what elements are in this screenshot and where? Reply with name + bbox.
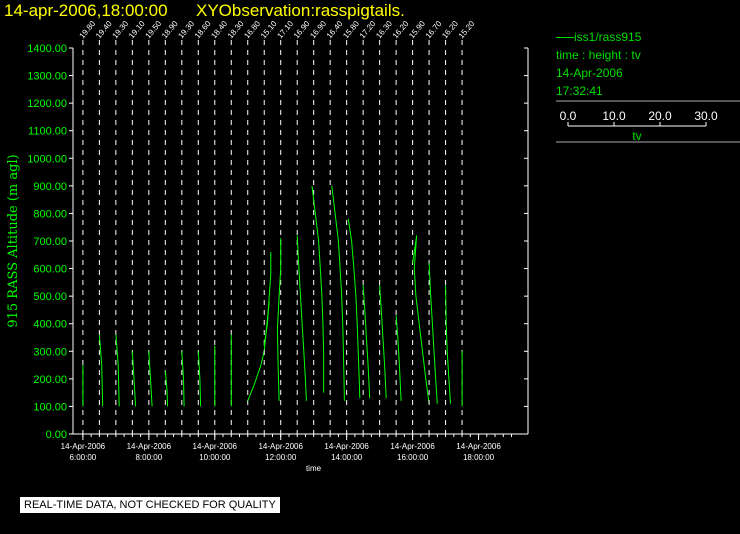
x-tick-time-label: 8:00:00 [135, 453, 162, 462]
y-tick-label: 0.00 [46, 429, 67, 441]
profile-label: 17.10 [275, 19, 295, 41]
profile-label: 15.10 [259, 19, 279, 41]
profile-label: 16.30 [374, 19, 394, 41]
profile-line [311, 185, 325, 393]
profile-label: 15.90 [407, 19, 427, 41]
profile-label: 19.10 [127, 19, 147, 41]
profile-label: 16.90 [308, 19, 328, 41]
profile-label: 16.90 [292, 19, 312, 41]
y-tick-label: 1300.00 [27, 71, 67, 83]
profile-line [276, 238, 282, 401]
y-tick-label: 500.00 [33, 291, 67, 303]
legend-time: 17:32:41 [556, 84, 603, 98]
legend-series-name: iss1/rass915 [574, 30, 642, 44]
title-bar: 14-apr-2006,18:00:00 XYObservation:rassp… [0, 0, 740, 24]
x-tick-date-label: 14-Apr-2006 [390, 442, 435, 451]
y-tick-label: 300.00 [33, 346, 67, 358]
y-tick-label: 700.00 [33, 236, 67, 248]
legend-scale-tick-3: 30.0 [694, 109, 718, 123]
legend-scale-tick-2: 20.0 [648, 109, 672, 123]
y-tick-label: 600.00 [33, 264, 67, 276]
x-tick-date-label: 14-Apr-2006 [127, 442, 172, 451]
y-tick-label: 400.00 [33, 319, 67, 331]
x-tick-time-label: 6:00:00 [70, 453, 97, 462]
x-tick-date-label: 14-Apr-2006 [193, 442, 238, 451]
x-tick-time-label: 18:00:00 [463, 453, 495, 462]
profile-line [115, 334, 120, 407]
profile-line [98, 334, 104, 407]
x-tick-date-label: 14-Apr-2006 [258, 442, 303, 451]
x-tick-time-label: 16:00:00 [397, 453, 429, 462]
y-tick-label: 1000.00 [27, 153, 67, 165]
header-title: XYObservation:rasspigtails. [196, 1, 405, 20]
profile-label: 19.80 [78, 19, 98, 41]
profile-line [412, 235, 430, 404]
x-axis-title: time [306, 464, 322, 473]
y-tick-label: 900.00 [33, 181, 67, 193]
x-tick-time-label: 14:00:00 [331, 453, 363, 462]
header-datetime: 14-apr-2006,18:00:00 [4, 1, 168, 20]
profile-line [395, 315, 402, 401]
x-tick-date-label: 14-Apr-2006 [324, 442, 369, 451]
x-tick-date-label: 14-Apr-2006 [61, 442, 106, 451]
profile-line [164, 370, 169, 407]
profile-line [331, 185, 345, 401]
y-tick-label: 100.00 [33, 401, 67, 413]
profile-line [296, 235, 307, 401]
profile-label: 19.40 [94, 19, 114, 41]
profile-label: 19.30 [176, 19, 196, 41]
profile-line [131, 351, 137, 407]
profile-label: 15.20 [457, 19, 477, 41]
legend-series-swatch [556, 37, 574, 39]
profile-label: 15.80 [341, 19, 361, 41]
profile-label: 16.80 [242, 19, 262, 41]
profile-line [247, 301, 270, 402]
y-tick-label: 1400.00 [27, 43, 67, 55]
legend-scale-tick-1: 10.0 [602, 109, 626, 123]
profile-line [379, 285, 387, 399]
profile-label: 18.30 [226, 19, 246, 41]
profile-label: 17.20 [358, 19, 378, 41]
profile-label: 19.50 [143, 19, 163, 41]
profile-label: 19.30 [111, 19, 131, 41]
profile-label: 16.20 [440, 19, 460, 41]
y-tick-label: 1100.00 [28, 126, 67, 138]
profile-label: 16.70 [424, 19, 444, 41]
y-tick-label: 200.00 [33, 374, 67, 386]
legend-series-row: iss1/rass915 [556, 30, 641, 44]
x-tick-time-label: 10:00:00 [199, 453, 231, 462]
x-tick-time-label: 12:00:00 [265, 453, 297, 462]
profile-label: 18.60 [193, 19, 213, 41]
profile-line [148, 351, 153, 407]
y-tick-label: 1200.00 [27, 98, 67, 110]
profile-line [181, 351, 185, 407]
legend-scale-label: tv [632, 129, 641, 143]
y-tick-label: 800.00 [33, 208, 67, 220]
profile-line [263, 252, 272, 346]
profile-line [347, 218, 361, 399]
profile-line [362, 285, 371, 399]
profile-label: 16.40 [325, 19, 345, 41]
legend-scale: 0.0 10.0 20.0 30.0 tv [556, 100, 740, 143]
x-tick-date-label: 14-Apr-2006 [456, 442, 501, 451]
profile-line [428, 263, 438, 404]
profile-label: 16.20 [391, 19, 411, 41]
legend-scale-tick-0: 0.0 [560, 109, 577, 123]
profile-label: 18.40 [209, 19, 229, 41]
profile-line [197, 351, 202, 407]
quality-warning: REAL-TIME DATA, NOT CHECKED FOR QUALITY [20, 497, 280, 513]
profile-label: 18.90 [160, 19, 180, 41]
profile-line [445, 285, 451, 404]
legend-date: 14-Apr-2006 [556, 66, 623, 80]
y-axis-title: 915 RASS Altitude (m agl) [6, 154, 21, 327]
legend-quantity: time : height : tv [556, 48, 641, 62]
